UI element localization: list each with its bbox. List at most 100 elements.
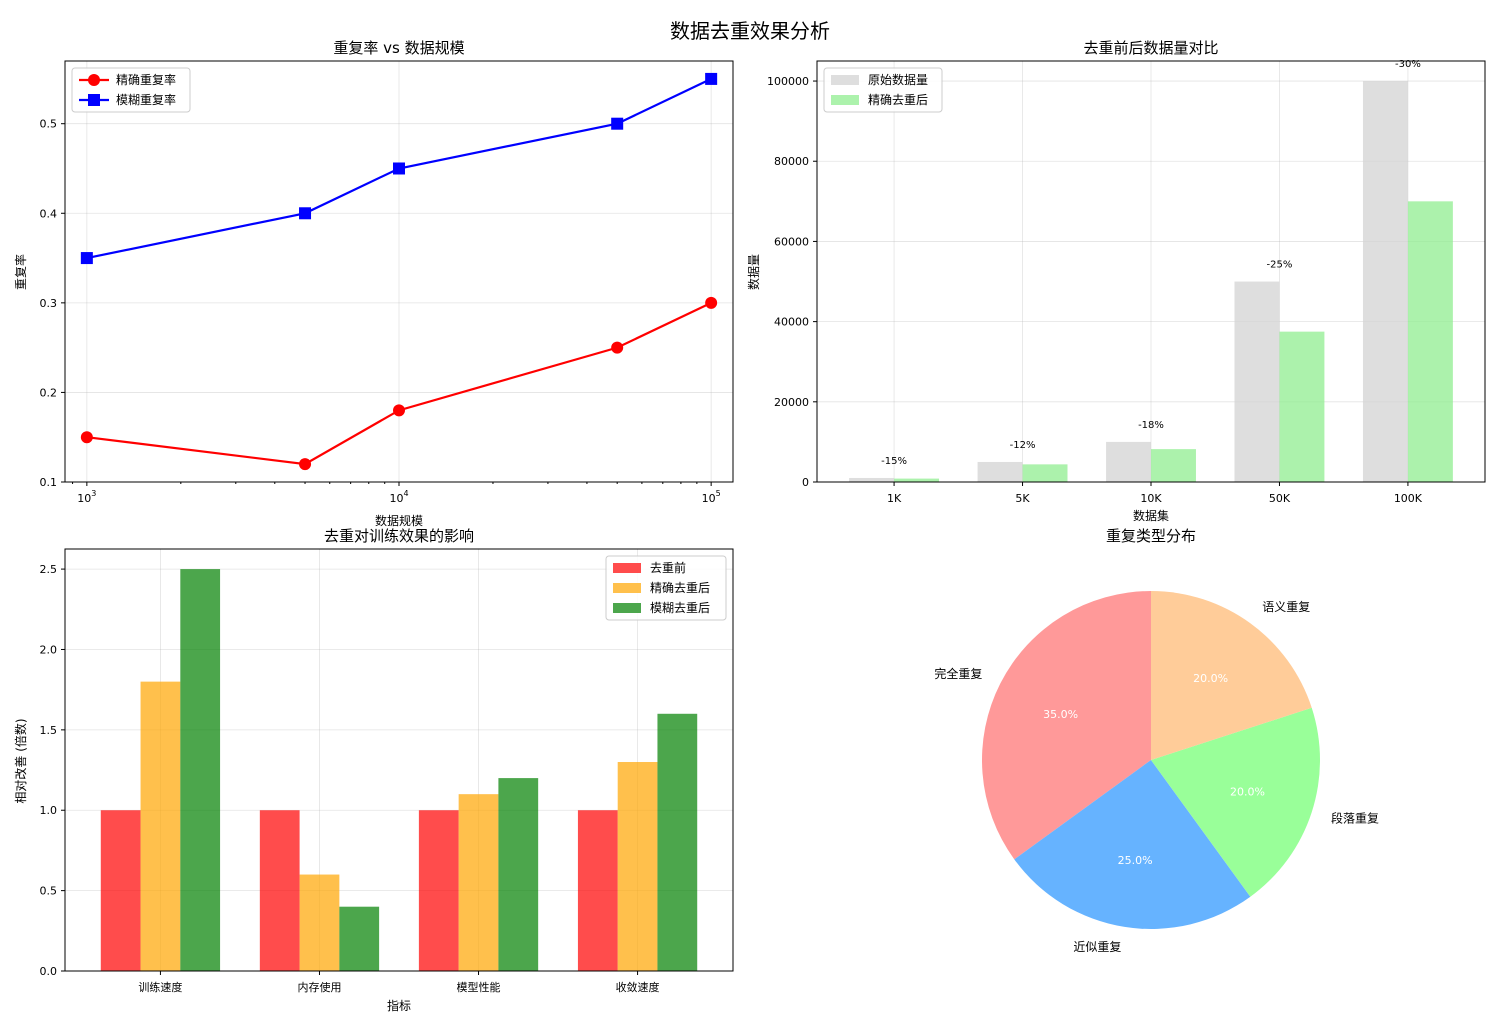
bar1-bar-series-2 xyxy=(1022,464,1068,482)
bar2-xtick-label: 训练速度 xyxy=(138,980,182,994)
bar1-ytick-label: 100000 xyxy=(767,75,809,88)
bar2-xtick-label: 收敛速度 xyxy=(616,980,660,994)
line-legend-marker xyxy=(88,94,100,106)
pie-slice xyxy=(1151,707,1320,897)
bar1-xtick-label: 50K xyxy=(1269,492,1291,505)
bar1-xtick-label: 100K xyxy=(1394,492,1423,505)
pie-slice-label: 段落重复 xyxy=(1331,810,1379,825)
pie-slice-label: 完全重复 xyxy=(934,666,982,681)
figure-title: 数据去重效果分析 xyxy=(670,19,830,43)
bar-chart-data-volume: 去重前后数据量对比 数据集 数据量 0 20000 40000 60000 80000 1… xyxy=(746,39,1486,523)
pie-slice-label: 近似重复 xyxy=(1073,940,1121,954)
line-chart-xlabel: 数据规模 xyxy=(375,513,423,528)
bar2-ytick-label: 0.5 xyxy=(40,885,58,898)
pie-chart-duplicate-types: 重复类型分布 35.0% 完全重复 25.0% 近似重复 20.0% 段落重复 20.0% 语… xyxy=(934,527,1379,954)
line-chart-xtick-exponent: 3 xyxy=(91,489,96,498)
bar2-bar-series-2 xyxy=(617,762,658,971)
bar2-bar-series-1 xyxy=(577,810,618,971)
bar2-ytick-label: 0.0 xyxy=(40,965,58,978)
bar2-ytick-label: 2.0 xyxy=(40,643,58,656)
line-chart-xtick-base: 10 xyxy=(389,492,403,505)
bar1-reduction-label: -25% xyxy=(1267,260,1293,271)
bar1-frame xyxy=(816,60,1486,483)
bar1-xtick-label: 10K xyxy=(1140,492,1162,505)
bar2-bar-series-2 xyxy=(299,874,340,971)
bar1-ytick-label: 40000 xyxy=(774,316,809,329)
bar2-ytick-label: 2.5 xyxy=(40,563,58,576)
bar2-frame xyxy=(64,548,734,972)
line-point-series-1 xyxy=(80,431,93,444)
line-chart-ytick-label: 0.2 xyxy=(40,386,58,399)
bar2-bar-series-2 xyxy=(140,681,181,971)
bar2-xlabel: 指标 xyxy=(387,998,411,1013)
line-chart-ytick-label: 0.3 xyxy=(40,297,58,310)
bar1-reduction-label: -12% xyxy=(1010,440,1036,451)
bar1-legend-swatch xyxy=(831,95,859,105)
bar2-ytick-label: 1.0 xyxy=(40,804,58,817)
line-chart-ylabel: 重复率 xyxy=(13,254,28,290)
bar1-bar-series-1 xyxy=(1106,441,1151,482)
bar2-legend-swatch xyxy=(613,603,641,613)
line-point-series-2 xyxy=(393,162,405,175)
bar1-bar-series-1 xyxy=(977,461,1023,482)
pie-slice xyxy=(982,591,1151,860)
bar2-legend-label: 模糊去重后 xyxy=(650,600,710,615)
bar1-xlabel: 数据集 xyxy=(1133,508,1169,523)
line-point-series-1 xyxy=(611,341,624,354)
line-chart-xtick-exponent: 5 xyxy=(716,489,721,498)
line-chart-xtick-base: 10 xyxy=(702,492,716,505)
bar2-title: 去重对训练效果的影响 xyxy=(324,527,474,545)
bar1-xtick-label: 1K xyxy=(887,492,902,505)
pie-slice xyxy=(1014,760,1251,929)
line-chart-ytick-label: 0.5 xyxy=(40,118,58,131)
bar1-ytick-label: 60000 xyxy=(774,235,809,248)
line-point-series-1 xyxy=(705,296,718,309)
bar2-legend-label: 精确去重后 xyxy=(650,581,710,595)
bar1-bar-series-1 xyxy=(1362,81,1408,483)
bar1-ytick-label: 80000 xyxy=(774,155,809,168)
line-point-series-2 xyxy=(80,252,93,265)
line-legend-label: 模糊重复率 xyxy=(116,92,176,107)
line-point-series-2 xyxy=(299,207,312,220)
bar2-xtick-label: 模型性能 xyxy=(457,980,501,994)
bar2-bar-series-1 xyxy=(418,810,459,971)
bar2-bar-series-3 xyxy=(339,906,380,971)
line-legend-label: 精确重复率 xyxy=(116,72,176,87)
line-chart-frame xyxy=(64,60,734,483)
pie-slice-label: 语义重复 xyxy=(1262,600,1310,614)
line-chart-xtick-label: 104 xyxy=(389,489,408,505)
bar2-bar-series-3 xyxy=(180,569,221,971)
bar2-legend-label: 去重前 xyxy=(650,560,686,575)
bar1-xtick-label: 5K xyxy=(1015,492,1030,505)
bar1-bar-series-2 xyxy=(1407,201,1453,483)
bar2-bar-series-3 xyxy=(657,713,698,971)
bar2-bar-series-2 xyxy=(458,794,499,971)
bar1-reduction-label: -18% xyxy=(1138,420,1164,431)
bar1-bar-series-2 xyxy=(1151,449,1196,482)
bar1-ytick-label: 20000 xyxy=(774,396,809,409)
bar1-ylabel: 数据量 xyxy=(746,254,761,290)
pie-title: 重复类型分布 xyxy=(1106,527,1196,545)
line-point-series-2 xyxy=(705,72,718,85)
bar-chart-training-effect: 去重对训练效果的影响 指标 相对改善 (倍数) 0.0 0.5 1.0 1.5 2.0 2… xyxy=(13,527,734,1013)
bar1-bar-series-1 xyxy=(849,477,895,482)
bar1-bar-series-2 xyxy=(894,478,940,482)
bar2-bar-series-3 xyxy=(498,778,539,971)
line-chart-xtick-base: 10 xyxy=(77,492,91,505)
line-chart-ytick-label: 0.1 xyxy=(40,476,58,489)
bar1-ytick-label: 0 xyxy=(802,476,809,489)
bar2-legend-swatch xyxy=(613,563,641,573)
pie-slice xyxy=(1151,591,1312,760)
line-point-series-2 xyxy=(611,117,624,130)
line-point-series-1 xyxy=(393,404,405,417)
pie-slice-percent: 20.0% xyxy=(1193,672,1228,685)
bar1-bar-series-2 xyxy=(1279,331,1325,482)
bar2-legend-swatch xyxy=(613,583,641,593)
bar1-title: 去重前后数据量对比 xyxy=(1083,39,1218,57)
line-legend-marker xyxy=(88,74,100,86)
bar1-reduction-label: -15% xyxy=(881,456,907,467)
